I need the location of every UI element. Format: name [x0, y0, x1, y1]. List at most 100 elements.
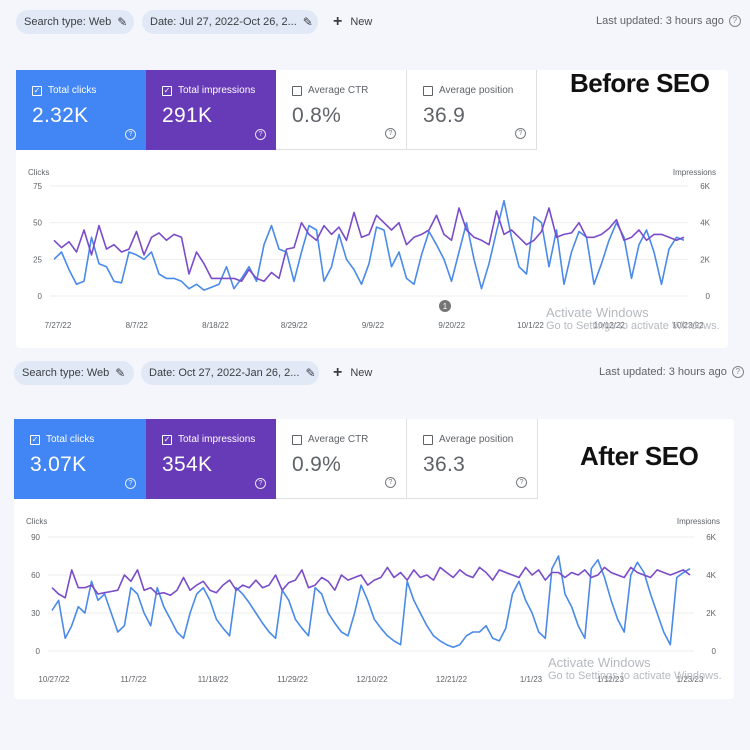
checkbox-checked-icon[interactable]: ✓	[30, 434, 40, 445]
help-icon[interactable]: ?	[731, 366, 744, 378]
series-line-impressions	[51, 566, 691, 599]
checkbox-unchecked-icon[interactable]	[423, 85, 433, 96]
average-position-label: Average position	[439, 85, 514, 96]
x-tick-label: 10/27/22	[38, 675, 70, 684]
series-line-clicks	[53, 199, 685, 291]
help-icon[interactable]: ?	[255, 478, 266, 489]
help-icon[interactable]: ?	[125, 478, 136, 489]
search-type-label: Search type: Web	[24, 16, 112, 28]
average-position-tile[interactable]: Average position 36.3 ?	[407, 419, 538, 499]
total-impressions-label: Total impressions	[178, 434, 256, 445]
new-filter-label: New	[350, 16, 373, 28]
before-seo-label: Before SEO	[570, 68, 710, 98]
x-tick-label: 10/23/22	[672, 321, 704, 330]
plus-icon: +	[333, 364, 343, 381]
right-axis-title: Impressions	[672, 168, 716, 177]
watermark-line1: Activate Windows	[548, 655, 651, 670]
right-tick-label: 6K	[700, 182, 710, 191]
left-tick-label: 0	[38, 292, 43, 301]
average-ctr-value: 0.8%	[292, 104, 342, 127]
right-tick-label: 2K	[700, 255, 710, 264]
x-tick-label: 10/12/22	[594, 321, 626, 330]
help-icon[interactable]: ?	[125, 129, 136, 140]
average-position-label: Average position	[439, 434, 514, 445]
annotation-marker-label: 1	[443, 302, 448, 311]
help-icon[interactable]: ?	[255, 129, 266, 140]
average-ctr-label: Average CTR	[308, 85, 369, 96]
right-tick-label: 0	[706, 292, 711, 301]
date-range-chip[interactable]: Date: Jul 27, 2022-Oct 26, 2... ✎	[142, 10, 318, 34]
new-filter-label: New	[350, 367, 373, 379]
last-updated-text: Last updated: 3 hours ago	[599, 366, 727, 378]
new-filter-button[interactable]: + New	[333, 361, 372, 385]
x-tick-label: 1/1/23	[520, 675, 543, 684]
help-icon[interactable]: ?	[516, 477, 527, 488]
total-clicks-label: Total clicks	[46, 434, 95, 445]
checkbox-checked-icon[interactable]: ✓	[162, 85, 172, 96]
checkbox-checked-icon[interactable]: ✓	[32, 85, 42, 96]
checkbox-unchecked-icon[interactable]	[292, 85, 302, 96]
annotation-marker	[439, 300, 451, 312]
watermark-line2: Go to Settings to activate Windows.	[546, 320, 720, 332]
performance-chart: 75 6K 50 4K 25 2K 0 0 7/27/22 8/7/22 8/18/22 8/29/2…	[33, 182, 711, 330]
left-tick-label: 75	[33, 182, 42, 191]
average-position-value: 36.3	[423, 453, 466, 476]
x-tick-label: 8/18/22	[202, 321, 229, 330]
total-impressions-tile[interactable]: ✓ Total impressions 354K ?	[146, 419, 276, 499]
performance-card: ✓ Total clicks 2.32K ? ✓ Total impressions…	[16, 70, 728, 348]
average-ctr-tile[interactable]: Average CTR 0.9% ?	[276, 419, 407, 499]
total-clicks-value: 3.07K	[30, 453, 87, 476]
left-axis-title: Clicks	[28, 168, 50, 177]
average-ctr-tile[interactable]: Average CTR 0.8% ?	[276, 70, 407, 150]
total-impressions-value: 291K	[162, 104, 213, 127]
total-clicks-tile[interactable]: ✓ Total clicks 2.32K ?	[16, 70, 146, 150]
after-seo-label: After SEO	[580, 441, 699, 471]
right-tick-label: 0	[712, 647, 717, 656]
x-tick-label: 1/12/23	[597, 675, 624, 684]
help-icon[interactable]: ?	[385, 477, 396, 488]
x-tick-label: 10/1/22	[517, 321, 544, 330]
search-type-chip[interactable]: Search type: Web ✎	[16, 10, 134, 34]
watermark-line2: Go to Settings to activate Windows.	[548, 670, 722, 682]
activate-windows-watermark: Activate Windows Go to Settings to activ…	[546, 305, 720, 332]
plus-icon: +	[333, 13, 343, 30]
after-seo-section: Search type: Web ✎ Date: Oct 27, 2022-Ja…	[0, 355, 750, 750]
total-impressions-label: Total impressions	[178, 85, 256, 96]
checkbox-unchecked-icon[interactable]	[423, 434, 433, 445]
help-icon[interactable]: ?	[728, 15, 741, 27]
help-icon[interactable]: ?	[515, 128, 526, 139]
series-line-clicks	[51, 555, 691, 648]
left-tick-label: 0	[36, 647, 41, 656]
help-icon[interactable]: ?	[385, 128, 396, 139]
new-filter-button[interactable]: + New	[333, 10, 372, 34]
left-tick-label: 25	[33, 255, 42, 264]
left-tick-label: 60	[31, 571, 40, 580]
left-tick-label: 50	[33, 219, 42, 228]
search-type-chip[interactable]: Search type: Web ✎	[14, 361, 134, 385]
search-type-label: Search type: Web	[22, 367, 110, 379]
left-tick-label: 30	[31, 609, 40, 618]
total-impressions-value: 354K	[162, 453, 213, 476]
filter-toolbar: Search type: Web ✎ Date: Oct 27, 2022-Ja…	[0, 359, 750, 387]
average-position-tile[interactable]: Average position 36.9 ?	[407, 70, 537, 150]
total-clicks-tile[interactable]: ✓ Total clicks 3.07K ?	[14, 419, 146, 499]
last-updated-text: Last updated: 3 hours ago	[596, 15, 724, 27]
x-tick-label: 12/10/22	[356, 675, 388, 684]
date-range-label: Date: Jul 27, 2022-Oct 26, 2...	[150, 16, 297, 28]
x-tick-label: 1/23/23	[677, 675, 704, 684]
filter-toolbar: Search type: Web ✎ Date: Jul 27, 2022-Oc…	[0, 8, 750, 36]
total-clicks-value: 2.32K	[32, 104, 89, 127]
last-updated: Last updated: 3 hours ago ?	[599, 366, 744, 378]
performance-chart: 90 6K 60 4K 30 2K 0 0 10/27/22 11/7/22 11/18/22 11/…	[31, 533, 717, 684]
total-impressions-tile[interactable]: ✓ Total impressions 291K ?	[146, 70, 276, 150]
pencil-icon: ✎	[115, 366, 126, 380]
x-tick-label: 8/29/22	[281, 321, 308, 330]
x-tick-label: 9/9/22	[362, 321, 385, 330]
right-tick-label: 2K	[706, 609, 716, 618]
activate-windows-watermark: Activate Windows Go to Settings to activ…	[548, 655, 722, 682]
date-range-label: Date: Oct 27, 2022-Jan 26, 2...	[149, 367, 300, 379]
checkbox-checked-icon[interactable]: ✓	[162, 434, 172, 445]
checkbox-unchecked-icon[interactable]	[292, 434, 302, 445]
series-line-impressions	[53, 207, 685, 283]
date-range-chip[interactable]: Date: Oct 27, 2022-Jan 26, 2... ✎	[141, 361, 319, 385]
